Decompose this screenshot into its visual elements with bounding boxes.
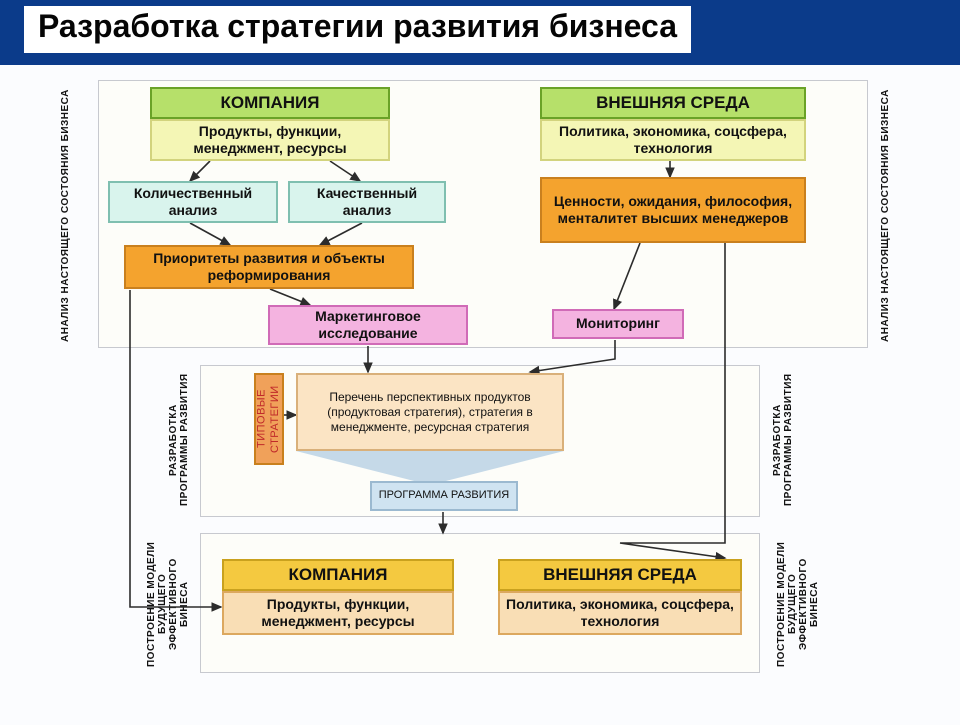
- box-company-top: КОМПАНИЯ: [150, 87, 390, 119]
- box-marketing: Маркетинговое исследование: [268, 305, 468, 345]
- side-label-bottom-left: ПОСТРОЕНИЕ МОДЕЛИ БУДУЩЕГО ЭФФЕКТИВНОГО …: [146, 539, 190, 669]
- page-title: Разработка стратегии развития бизнеса: [24, 6, 691, 53]
- box-values: Ценности, ожидания, философия, менталите…: [540, 177, 806, 243]
- side-label-top-right: АНАЛИЗ НАСТОЯЩЕГО СОСТОЯНИЯ БИЗНЕСА: [880, 87, 891, 345]
- side-label-top-left: АНАЛИЗ НАСТОЯЩЕГО СОСТОЯНИЯ БИЗНЕСА: [60, 87, 71, 345]
- diagram-canvas: АНАЛИЗ НАСТОЯЩЕГО СОСТОЯНИЯ БИЗНЕСА АНАЛ…: [0, 65, 960, 725]
- box-environment-top-desc: Политика, экономика, соцсфера, технологи…: [540, 119, 806, 161]
- box-company-top-desc: Продукты, функции, менеджмент, ресурсы: [150, 119, 390, 161]
- box-monitoring: Мониторинг: [552, 309, 684, 339]
- box-program: ПРОГРАММА РАЗВИТИЯ: [370, 481, 518, 511]
- side-label-mid-left: РАЗРАБОТКА ПРОГРАММЫ РАЗВИТИЯ: [168, 367, 190, 513]
- box-qual-analysis: Качественный анализ: [288, 181, 446, 223]
- box-company-bottom-desc: Продукты, функции, менеджмент, ресурсы: [222, 591, 454, 635]
- side-label-bottom-right: ПОСТРОЕНИЕ МОДЕЛИ БУДУЩЕГО ЭФФЕКТИВНОГО …: [776, 539, 820, 669]
- box-environment-bottom-desc: Политика, экономика, соцсфера, технологи…: [498, 591, 742, 635]
- box-environment-top: ВНЕШНЯЯ СРЕДА: [540, 87, 806, 119]
- box-priorities: Приоритеты развития и объекты реформиров…: [124, 245, 414, 289]
- box-perspective-list: Перечень перспективных продуктов (продук…: [296, 373, 564, 451]
- program-triangle: [296, 451, 564, 485]
- box-company-bottom: КОМПАНИЯ: [222, 559, 454, 591]
- box-environment-bottom: ВНЕШНЯЯ СРЕДА: [498, 559, 742, 591]
- side-label-mid-right: РАЗРАБОТКА ПРОГРАММЫ РАЗВИТИЯ: [772, 367, 794, 513]
- title-bar: Разработка стратегии развития бизнеса: [0, 0, 960, 65]
- box-typical-strategies: ТИПОВЫЕ СТРАТЕГИИ: [254, 373, 284, 465]
- box-quant-analysis: Количественный анализ: [108, 181, 278, 223]
